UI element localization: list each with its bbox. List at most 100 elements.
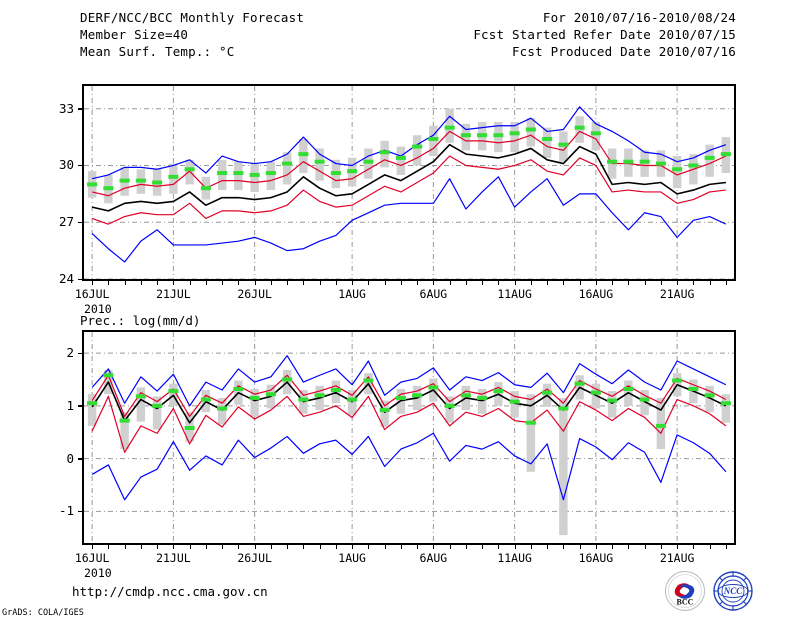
precipitation-y-tick-label: 2 xyxy=(66,345,74,361)
precipitation-x-tick-mark xyxy=(482,545,484,549)
temperature-y-tick-label: 27 xyxy=(58,214,74,230)
grads-credit: GrADS: COLA/IGES xyxy=(2,608,84,618)
precipitation-x-tick-mark xyxy=(465,545,467,549)
temperature-panel-title: Mean Surf. Temp.: °C xyxy=(80,44,235,59)
temperature-x-tick-mark xyxy=(92,281,94,285)
precipitation-x-tick-label: 16AUG xyxy=(578,551,614,565)
precipitation-x-tick-mark xyxy=(352,545,354,549)
precipitation-x-tick-mark xyxy=(547,545,549,549)
temperature-x-tick-label: 21JUL xyxy=(156,287,191,301)
precipitation-x-tick-mark xyxy=(92,545,94,549)
precipitation-y-tick-mark xyxy=(78,405,83,407)
temperature-x-tick-mark xyxy=(433,281,435,285)
temperature-x-tick-mark xyxy=(368,281,370,285)
temperature-y-tick-label: 33 xyxy=(58,100,74,116)
precipitation-x-tick-mark xyxy=(417,545,419,549)
temperature-x-tick-mark xyxy=(335,281,337,285)
precipitation-x-tick-mark xyxy=(173,545,175,549)
svg-text:NCC: NCC xyxy=(723,586,744,596)
temperature-x-tick-mark xyxy=(108,281,110,285)
precipitation-x-tick-label: 26JUL xyxy=(237,551,272,565)
precipitation-x-tick-mark xyxy=(254,545,256,549)
temperature-y-tick-mark xyxy=(78,108,83,110)
precipitation-x-tick-mark xyxy=(563,545,565,549)
temperature-x-tick-mark xyxy=(660,281,662,285)
temperature-x-tick-label: 1AUG xyxy=(338,287,366,301)
temperature-x-tick-mark xyxy=(352,281,354,285)
precipitation-x-tick-mark xyxy=(595,545,597,549)
temperature-x-tick-label: 21AUG xyxy=(659,287,695,301)
precipitation-y-tick-label: -1 xyxy=(58,503,74,519)
temperature-x-tick-mark xyxy=(173,281,175,285)
temperature-x-tick-mark xyxy=(157,281,159,285)
precipitation-x-tick-label: 1AUG xyxy=(338,551,366,565)
precipitation-x-tick-mark xyxy=(335,545,337,549)
temperature-x-tick-mark xyxy=(628,281,630,285)
precipitation-x-tick-mark xyxy=(628,545,630,549)
temperature-x-tick-label: 16AUG xyxy=(578,287,614,301)
precipitation-x-tick-mark xyxy=(677,545,679,549)
precipitation-y-tick-label: 1 xyxy=(66,397,74,413)
temperature-x-tick-mark xyxy=(222,281,224,285)
temperature-x-tick-mark xyxy=(384,281,386,285)
precipitation-x-tick-label: 11AUG xyxy=(497,551,532,565)
temperature-x-tick-mark xyxy=(465,281,467,285)
temperature-x-tick-label: 11AUG xyxy=(497,287,532,301)
temperature-x-tick-mark xyxy=(124,281,126,285)
temperature-x-tick-mark xyxy=(254,281,256,285)
precipitation-x-tick-mark xyxy=(368,545,370,549)
bcc-logo-icon: BCC xyxy=(665,571,705,611)
temperature-x-tick-mark xyxy=(644,281,646,285)
precipitation-x-tick-mark xyxy=(644,545,646,549)
svg-text:BCC: BCC xyxy=(677,598,694,607)
precipitation-x-tick-mark xyxy=(725,545,727,549)
forecast-produced-label: Fcst Produced Date 2010/07/16 xyxy=(511,44,736,59)
precipitation-x-tick-mark xyxy=(319,545,321,549)
precipitation-x-tick-mark xyxy=(303,545,305,549)
precipitation-panel-title: Prec.: log(mm/d) xyxy=(80,313,201,328)
precipitation-x-tick-mark xyxy=(108,545,110,549)
forecast-start-label: Fcst Started Refer Date 2010/07/15 xyxy=(473,27,736,42)
precipitation-x-tick-mark xyxy=(449,545,451,549)
precipitation-y-tick-label: 0 xyxy=(66,450,74,466)
temperature-x-tick-mark xyxy=(677,281,679,285)
forecast-range-label: For 2010/07/16-2010/08/24 xyxy=(542,10,736,25)
precipitation-x-tick-label: 21JUL xyxy=(156,551,191,565)
temperature-x-tick-mark xyxy=(303,281,305,285)
temperature-x-tick-mark xyxy=(140,281,142,285)
temperature-x-tick-mark xyxy=(709,281,711,285)
precipitation-y-tick-mark xyxy=(78,352,83,355)
temperature-plot xyxy=(82,84,736,281)
temperature-x-tick-mark xyxy=(579,281,581,285)
temperature-x-tick-label: 6AUG xyxy=(419,287,448,301)
temperature-x-tick-mark xyxy=(530,281,532,285)
temperature-x-tick-mark xyxy=(238,281,240,285)
temperature-y-tick-label: 24 xyxy=(58,271,74,286)
temperature-x-tick-mark xyxy=(319,281,321,285)
precipitation-x-tick-label: 6AUG xyxy=(419,551,448,565)
precipitation-x-tick-mark xyxy=(498,545,500,549)
precipitation-x-tick-mark xyxy=(287,545,289,549)
temperature-y-tick-mark xyxy=(78,221,83,224)
precipitation-x-tick-label: 16JUL xyxy=(74,551,110,565)
precipitation-x-year: 2010 xyxy=(84,566,112,580)
temperature-x-tick-mark xyxy=(400,281,402,285)
ncc-logo-icon: NCC xyxy=(713,571,753,611)
temperature-x-tick-mark xyxy=(498,281,500,285)
temperature-x-tick-mark xyxy=(595,281,597,285)
temperature-x-tick-mark xyxy=(612,281,614,285)
temperature-x-tick-label: 26JUL xyxy=(237,287,272,301)
temperature-x-tick-mark xyxy=(270,281,272,285)
precipitation-x-tick-mark xyxy=(222,545,224,549)
precipitation-x-tick-mark xyxy=(384,545,386,549)
temperature-y-tick-mark xyxy=(78,278,83,280)
website-url[interactable]: http://cmdp.ncc.cma.gov.cn xyxy=(72,584,268,599)
precipitation-x-tick-mark xyxy=(124,545,126,549)
precipitation-x-tick-mark xyxy=(709,545,711,549)
member-size-label: Member Size=40 xyxy=(80,27,189,42)
precipitation-plot xyxy=(82,330,736,545)
temperature-x-tick-mark xyxy=(725,281,727,285)
precipitation-x-tick-mark xyxy=(530,545,532,549)
precipitation-x-tick-mark xyxy=(270,545,272,549)
temperature-x-tick-label: 16JUL xyxy=(74,287,110,301)
